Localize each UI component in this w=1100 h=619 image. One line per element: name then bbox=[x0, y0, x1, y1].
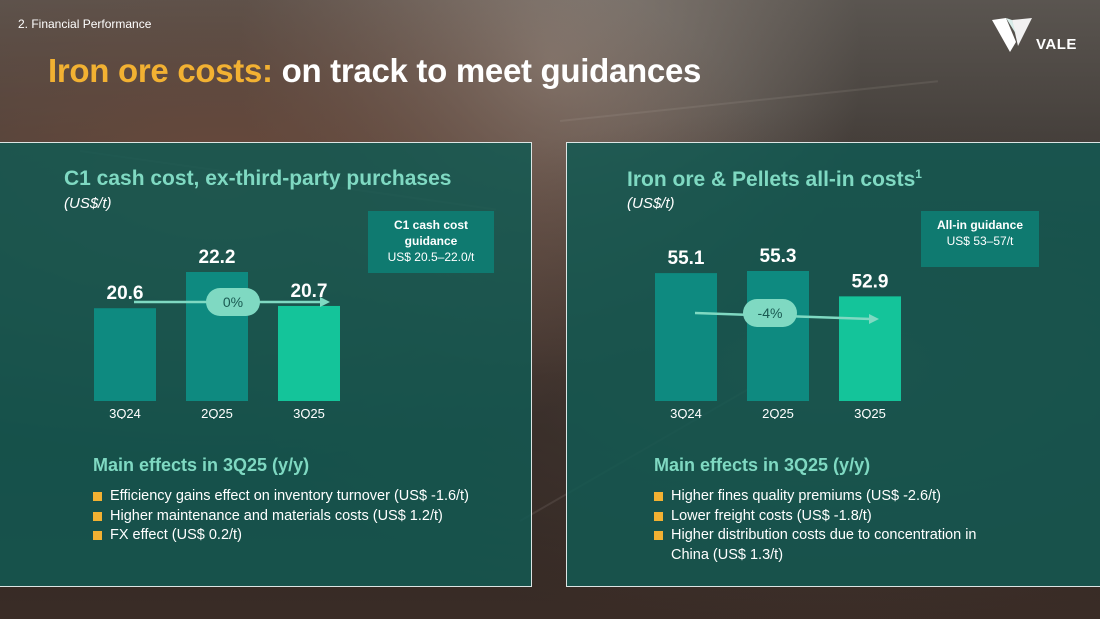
all-in-costs-panel: Iron ore & Pellets all-in costs1 (US$/t)… bbox=[566, 142, 1100, 587]
bar-2q25 bbox=[747, 271, 809, 401]
c1-cost-bar-chart: 20.6 3Q24 22.2 2Q25 20.7 3Q25 0% bbox=[94, 219, 356, 419]
page-title: Iron ore costs: on track to meet guidanc… bbox=[48, 52, 701, 90]
change-pill-label: 0% bbox=[223, 294, 243, 310]
effect-item: Higher maintenance and materials costs (… bbox=[93, 507, 493, 527]
effects-list: Efficiency gains effect on inventory tur… bbox=[93, 487, 493, 546]
vale-v-icon bbox=[992, 18, 1032, 52]
bar-value-label: 20.7 bbox=[291, 281, 328, 302]
change-pill-label: -4% bbox=[758, 305, 783, 321]
page-title-accent: Iron ore costs: bbox=[48, 52, 273, 89]
all-in-cost-bar-chart: 55.1 3Q24 55.3 2Q25 52.9 3Q25 -4% bbox=[655, 219, 917, 419]
effects-title: Main effects in 3Q25 (y/y) bbox=[93, 455, 310, 475]
c1-cash-cost-panel: C1 cash cost, ex-third-party purchases (… bbox=[0, 142, 532, 587]
effects-title: Main effects in 3Q25 (y/y) bbox=[654, 455, 871, 475]
bar-chart-svg: 55.1 3Q24 55.3 2Q25 52.9 3Q25 -4% bbox=[655, 246, 901, 419]
effect-item: FX effect (US$ 0.2/t) bbox=[93, 526, 493, 546]
category-label: 2Q25 bbox=[201, 406, 233, 419]
panel-title-footnote: 1 bbox=[915, 167, 922, 181]
category-label: 3Q25 bbox=[854, 406, 886, 419]
effect-item: Higher fines quality premiums (US$ -2.6/… bbox=[654, 487, 1014, 507]
guidance-title: All-in guidance bbox=[936, 218, 1023, 232]
bar-value-label: 52.9 bbox=[852, 271, 889, 292]
effect-item: Lower freight costs (US$ -1.8/t) bbox=[654, 507, 1014, 527]
category-label: 2Q25 bbox=[762, 406, 794, 419]
bar-chart-svg: 20.6 3Q24 22.2 2Q25 20.7 3Q25 0% bbox=[94, 247, 340, 419]
panel-title: Iron ore & Pellets all-in costs1 bbox=[627, 167, 922, 192]
section-label: 2. Financial Performance bbox=[18, 17, 152, 31]
logo-text: VALE bbox=[1036, 36, 1077, 53]
bar-value-label: 20.6 bbox=[107, 283, 144, 304]
change-pill bbox=[206, 288, 260, 316]
category-label: 3Q24 bbox=[670, 406, 702, 419]
effect-item: Higher distribution costs due to concent… bbox=[654, 526, 1014, 565]
bar-3q24 bbox=[655, 273, 717, 401]
change-pill bbox=[743, 299, 797, 327]
effects-list: Higher fines quality premiums (US$ -2.6/… bbox=[654, 487, 1014, 565]
trend-arrow-head bbox=[320, 297, 330, 307]
effect-item: Efficiency gains effect on inventory tur… bbox=[93, 487, 493, 507]
guidance-title: C1 cash cost guidance bbox=[393, 218, 469, 248]
panel-title: C1 cash cost, ex-third-party purchases bbox=[64, 167, 452, 190]
category-label: 3Q24 bbox=[109, 406, 141, 419]
guidance-value: US$ 53–57/t bbox=[946, 234, 1014, 248]
category-label: 3Q25 bbox=[293, 406, 325, 419]
panel-title-text: Iron ore & Pellets all-in costs bbox=[627, 168, 916, 191]
panel-unit: (US$/t) bbox=[64, 195, 112, 212]
guidance-box: All-in guidance US$ 53–57/t bbox=[921, 211, 1039, 267]
panel-unit: (US$/t) bbox=[627, 195, 675, 212]
page-title-rest: on track to meet guidances bbox=[281, 52, 702, 89]
guidance-value: US$ 20.5–22.0/t bbox=[387, 250, 475, 264]
vale-logo: VALE bbox=[992, 16, 1084, 56]
trend-arrow-head bbox=[869, 314, 879, 324]
bar-value-label: 55.3 bbox=[760, 246, 797, 267]
bar-value-label: 55.1 bbox=[668, 248, 705, 269]
bar-3q25 bbox=[278, 305, 340, 401]
bar-value-label: 22.2 bbox=[199, 247, 236, 268]
bar-3q24 bbox=[94, 308, 156, 401]
bar-3q25 bbox=[839, 296, 901, 401]
guidance-box: C1 cash cost guidance US$ 20.5–22.0/t bbox=[368, 211, 494, 273]
